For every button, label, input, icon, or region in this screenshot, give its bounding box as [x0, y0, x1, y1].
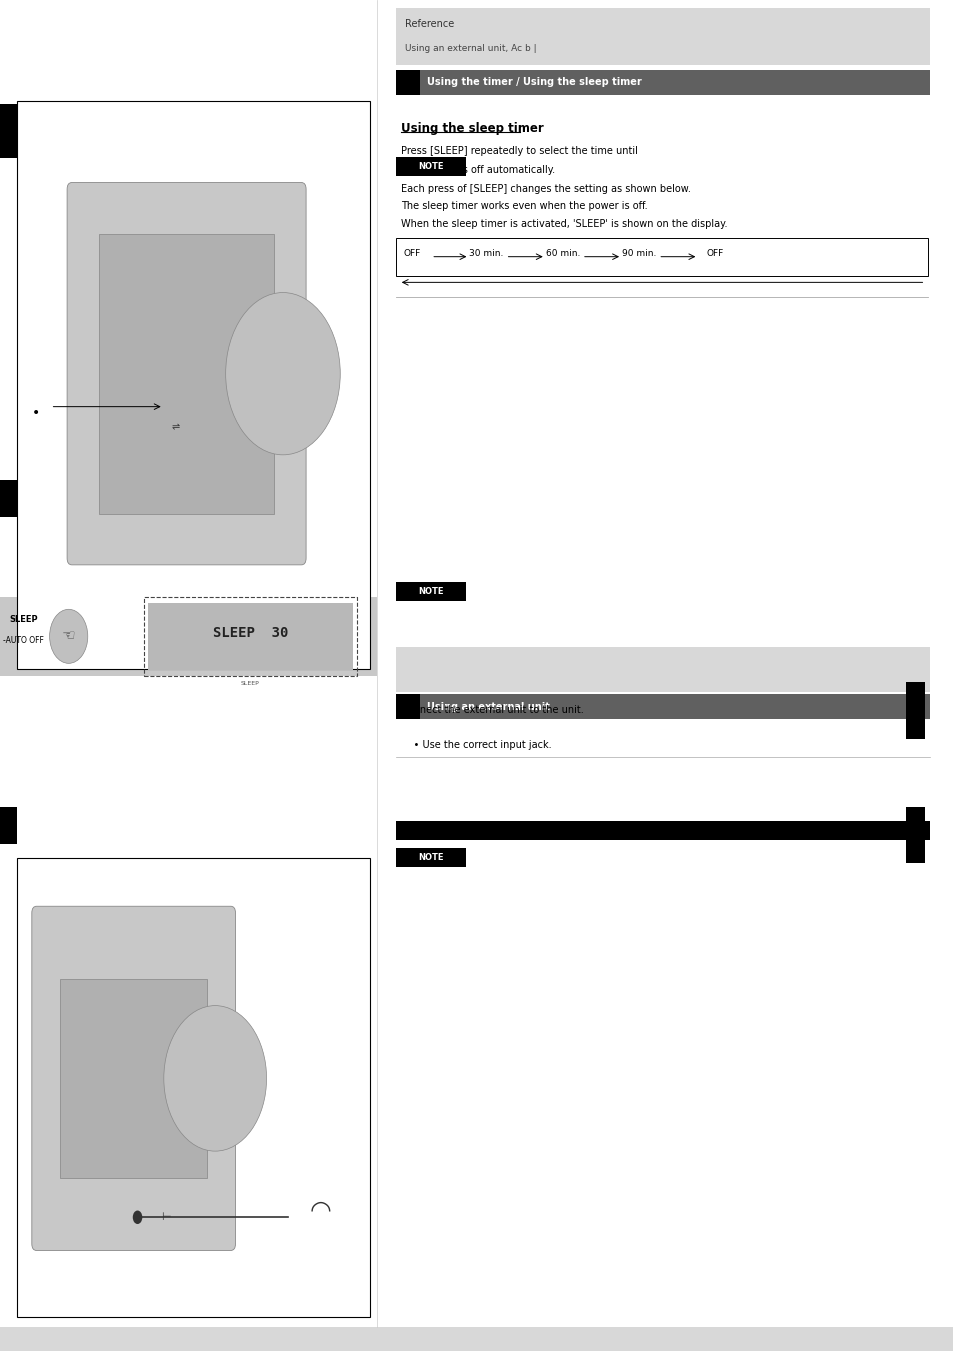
Text: SLEEP: SLEEP	[241, 681, 259, 686]
Text: •: •	[31, 407, 40, 420]
Bar	[395, 821, 929, 840]
Bar	[17, 101, 370, 669]
FancyBboxPatch shape	[31, 907, 235, 1251]
Circle shape	[132, 1210, 142, 1224]
Text: Using an external unit, Ac b |: Using an external unit, Ac b |	[405, 45, 537, 54]
Bar	[395, 70, 419, 95]
Text: ⊢: ⊢	[161, 1212, 171, 1223]
Bar	[395, 694, 419, 719]
Text: Using the timer / Using the sleep timer: Using the timer / Using the sleep timer	[427, 77, 641, 88]
Bar	[17, 858, 370, 1317]
Bar	[905, 807, 924, 863]
Text: NOTE: NOTE	[417, 162, 443, 170]
Bar	[395, 238, 927, 276]
Text: ☜: ☜	[62, 628, 75, 644]
Bar	[395, 8, 929, 65]
FancyBboxPatch shape	[67, 182, 306, 565]
Text: The sleep timer works even when the power is off.: The sleep timer works even when the powe…	[400, 201, 647, 211]
Bar	[0, 597, 376, 676]
Bar	[0, 104, 17, 158]
Bar	[419, 70, 929, 95]
Bar	[60, 979, 207, 1178]
Bar	[99, 234, 274, 513]
Text: 60 min.: 60 min.	[545, 250, 579, 258]
Text: the unit turns off automatically.: the unit turns off automatically.	[400, 165, 555, 174]
Text: OFF: OFF	[403, 250, 420, 258]
Text: 90 min.: 90 min.	[621, 250, 656, 258]
Bar	[395, 647, 929, 692]
Text: Using an external unit: Using an external unit	[427, 701, 550, 712]
Text: Press [SLEEP] repeatedly to select the time until: Press [SLEEP] repeatedly to select the t…	[400, 146, 637, 155]
Bar	[0, 480, 17, 517]
Text: SLEEP  30: SLEEP 30	[213, 626, 288, 640]
Text: Connect the external unit to the unit.: Connect the external unit to the unit.	[400, 705, 583, 715]
Bar	[419, 694, 929, 719]
Bar	[905, 682, 924, 739]
Text: OFF: OFF	[706, 250, 723, 258]
Circle shape	[226, 293, 340, 455]
Bar	[395, 157, 465, 176]
Bar	[144, 597, 356, 676]
Bar	[0, 1327, 953, 1351]
Bar	[148, 603, 353, 670]
Text: NOTE: NOTE	[417, 854, 443, 862]
Text: Reference: Reference	[405, 19, 455, 28]
Text: Using the sleep timer: Using the sleep timer	[400, 122, 543, 135]
Text: ⇌: ⇌	[171, 422, 179, 432]
Text: • Use the correct input jack.: • Use the correct input jack.	[400, 740, 551, 750]
Text: NOTE: NOTE	[417, 588, 443, 596]
Circle shape	[50, 609, 88, 663]
Text: Each press of [SLEEP] changes the setting as shown below.: Each press of [SLEEP] changes the settin…	[400, 184, 690, 193]
Text: 30 min.: 30 min.	[469, 250, 503, 258]
Bar	[395, 582, 465, 601]
Text: -AUTO OFF: -AUTO OFF	[4, 636, 44, 644]
Bar	[0, 807, 17, 844]
Text: SLEEP: SLEEP	[10, 615, 38, 624]
Bar	[395, 848, 465, 867]
Circle shape	[164, 1005, 266, 1151]
Text: When the sleep timer is activated, 'SLEEP' is shown on the display.: When the sleep timer is activated, 'SLEE…	[400, 219, 726, 228]
Text: ◠: ◠	[310, 1198, 332, 1223]
